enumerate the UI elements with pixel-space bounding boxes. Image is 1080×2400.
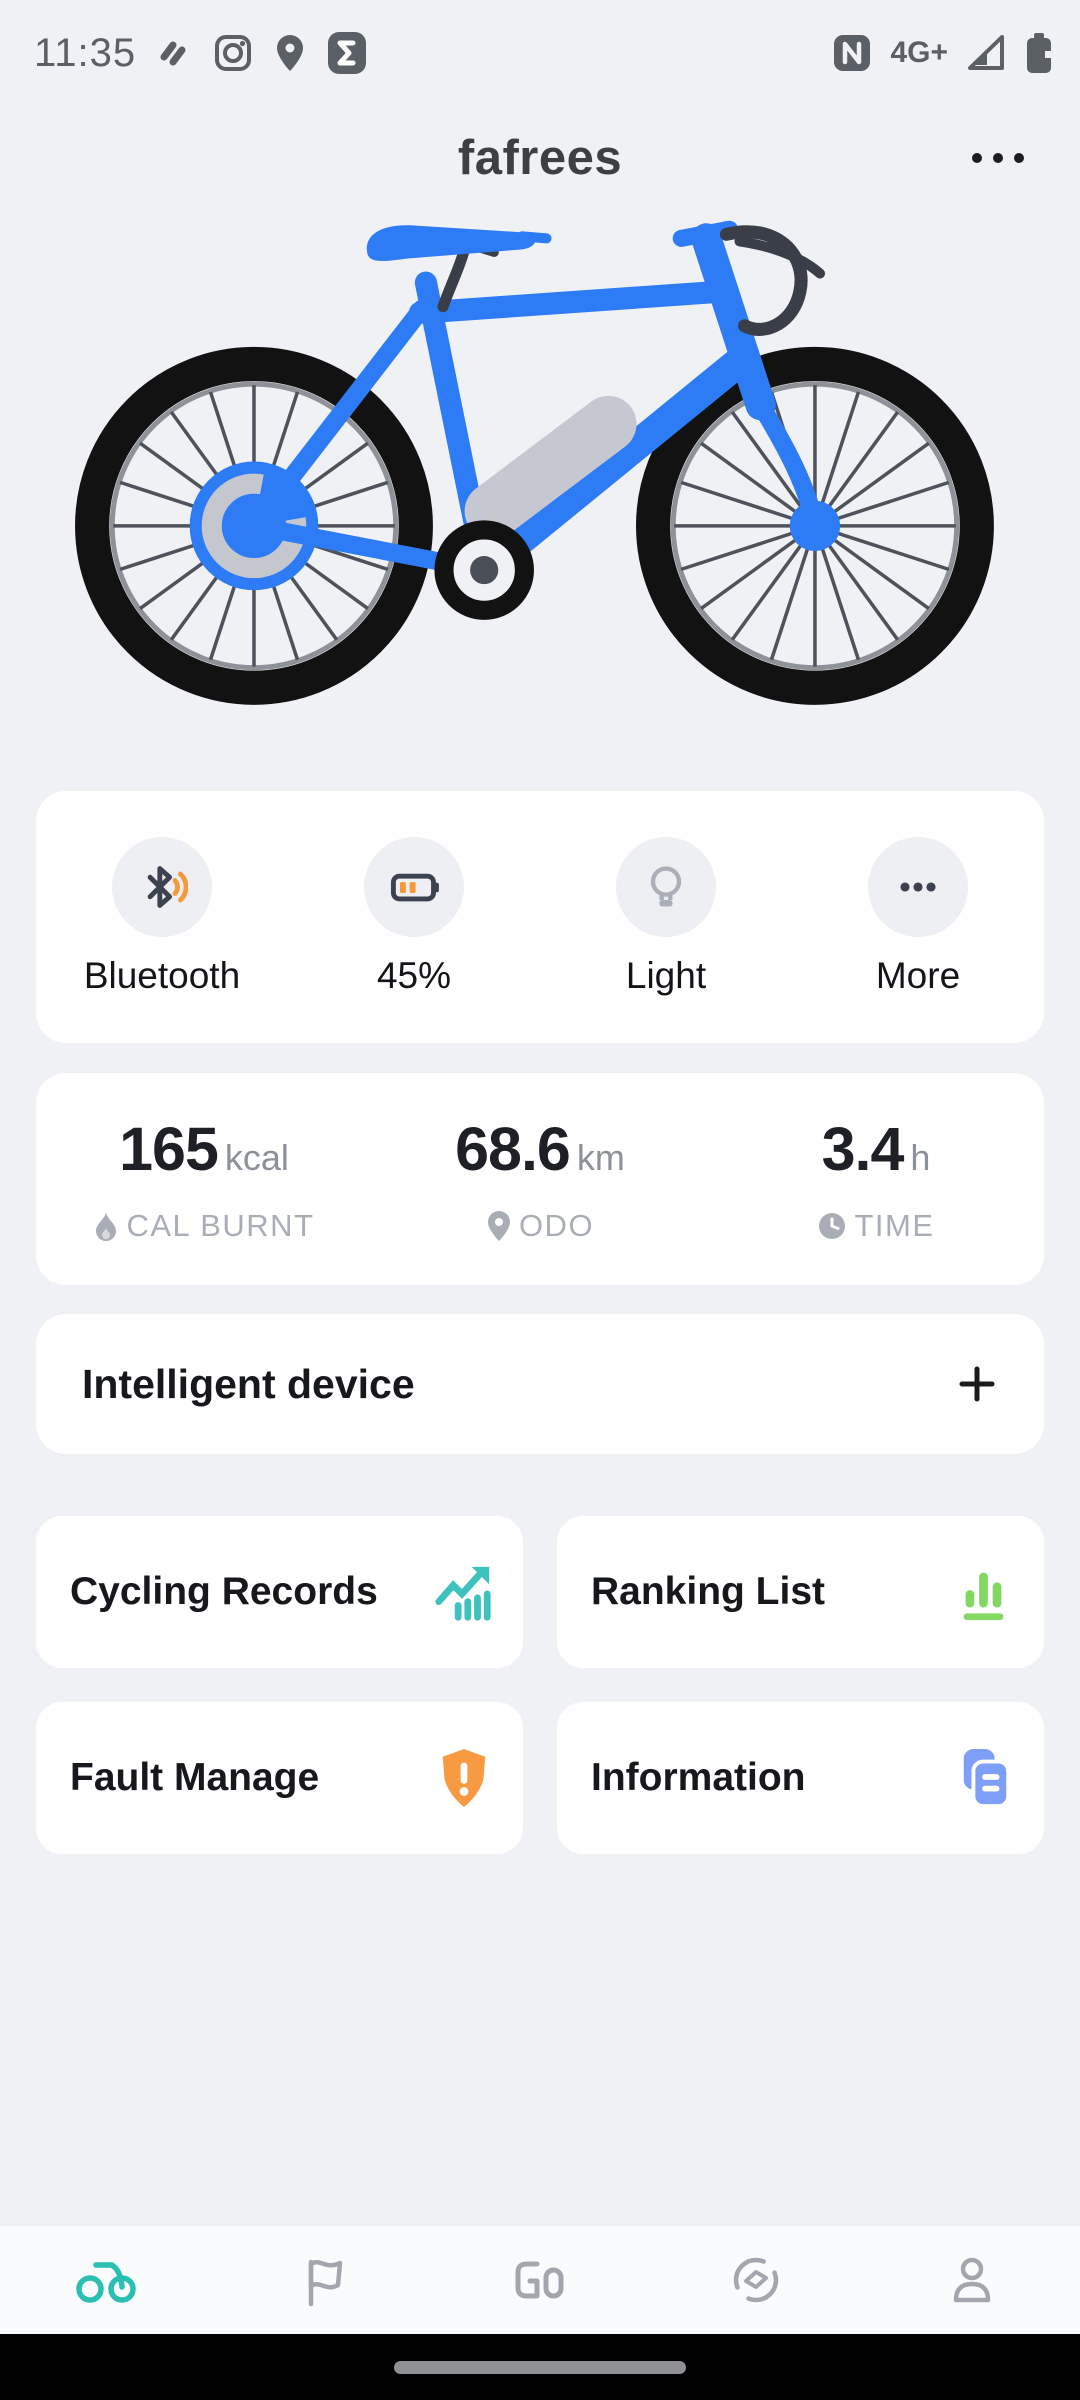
handlebar xyxy=(672,220,825,336)
clock-icon xyxy=(819,1213,846,1239)
trend-chart-icon xyxy=(435,1566,491,1621)
gesture-bar xyxy=(0,2334,1080,2400)
stat-label: ODO xyxy=(518,1208,595,1243)
quick-action-more[interactable]: More xyxy=(792,837,1044,997)
battery-status-icon xyxy=(1027,33,1051,73)
bar-chart-icon xyxy=(963,1572,1004,1621)
quick-action-battery[interactable]: 45% xyxy=(288,837,540,997)
header: fafrees xyxy=(0,122,1080,194)
status-bar: 11:35 xyxy=(0,0,1080,100)
status-time: 11:35 xyxy=(34,30,137,75)
network-type-label: 4G+ xyxy=(890,36,948,69)
gesture-handle[interactable] xyxy=(394,2360,686,2374)
quick-action-label: Light xyxy=(625,955,707,996)
location-icon xyxy=(277,35,304,71)
bike-icon xyxy=(76,2262,136,2303)
stat-unit: kcal xyxy=(224,1137,289,1178)
stat-label: TIME xyxy=(854,1208,935,1243)
flag-icon xyxy=(308,2259,343,2307)
stat-value: 3.4 xyxy=(821,1115,905,1183)
menu-card-label: Ranking List xyxy=(591,1570,826,1613)
menu-card-label: Information xyxy=(591,1756,806,1799)
overflow-menu-button[interactable] xyxy=(962,143,1034,173)
saddle xyxy=(366,225,552,313)
profile-icon xyxy=(953,2257,991,2303)
stats-card: 165 kcal CAL BURNT 68.6 km O xyxy=(36,1073,1044,1285)
intelligent-device-title: Intelligent device xyxy=(82,1360,415,1407)
menu-card-label: Fault Manage xyxy=(70,1756,320,1799)
bike-illustration xyxy=(68,194,1013,717)
page-title: fafrees xyxy=(457,131,623,185)
stat-unit: km xyxy=(576,1137,625,1178)
stat-unit: h xyxy=(910,1137,931,1178)
menu-card-label: Cycling Records xyxy=(70,1570,378,1613)
bike-battery-icon xyxy=(390,873,439,902)
nfc-icon xyxy=(834,35,871,71)
signal-icon xyxy=(968,35,1004,70)
shield-alert-icon xyxy=(442,1749,486,1807)
menu-grid: Cycling Records Ranking List Fault Manag… xyxy=(36,1516,1044,1854)
quick-action-light[interactable]: Light xyxy=(540,837,792,997)
intelligent-device-card[interactable]: Intelligent device xyxy=(36,1314,1044,1454)
nav-item-discover[interactable] xyxy=(648,2226,864,2334)
nav-item-home[interactable] xyxy=(0,2226,216,2334)
ellipsis-dot xyxy=(972,153,982,163)
quick-action-label: 45% xyxy=(376,955,452,996)
bulb-icon xyxy=(650,866,682,907)
bluetooth-icon xyxy=(147,866,188,908)
flame-icon xyxy=(96,1211,117,1241)
stat-value: 165 xyxy=(119,1115,219,1183)
crank xyxy=(433,520,534,620)
pin-icon xyxy=(487,1211,510,1241)
quick-action-label: More xyxy=(875,955,961,996)
stat-label: CAL BURNT xyxy=(126,1208,315,1243)
menu-card-information[interactable]: Information xyxy=(557,1702,1044,1854)
stat-calories: 165 kcal CAL BURNT xyxy=(36,1114,372,1244)
menu-card-ranking-list[interactable]: Ranking List xyxy=(557,1516,1044,1668)
documents-icon xyxy=(963,1749,1011,1808)
quick-actions-card: Bluetooth 45% Light xyxy=(36,791,1044,1043)
notification-slashes-icon xyxy=(160,41,186,66)
stat-odometer: 68.6 km ODO xyxy=(372,1114,708,1244)
quick-action-label: Bluetooth xyxy=(83,955,241,996)
menu-card-fault-manage[interactable]: Fault Manage xyxy=(36,1702,523,1854)
go-icon xyxy=(515,2261,564,2299)
ellipsis-icon xyxy=(900,882,936,892)
stat-time: 3.4 h TIME xyxy=(708,1114,1044,1244)
nav-item-profile[interactable] xyxy=(864,2226,1080,2334)
stat-value: 68.6 xyxy=(455,1115,571,1183)
bottom-nav xyxy=(0,2226,1080,2334)
sigma-app-icon xyxy=(328,32,367,74)
nav-item-routes[interactable] xyxy=(216,2226,432,2334)
menu-card-cycling-records[interactable]: Cycling Records xyxy=(36,1516,523,1668)
nav-item-go[interactable] xyxy=(432,2226,648,2334)
add-icon[interactable] xyxy=(956,1363,998,1405)
instagram-icon xyxy=(215,35,252,71)
bike-battery-pack xyxy=(464,395,637,540)
quick-action-bluetooth[interactable]: Bluetooth xyxy=(36,837,288,997)
compass-icon xyxy=(733,2257,779,2303)
